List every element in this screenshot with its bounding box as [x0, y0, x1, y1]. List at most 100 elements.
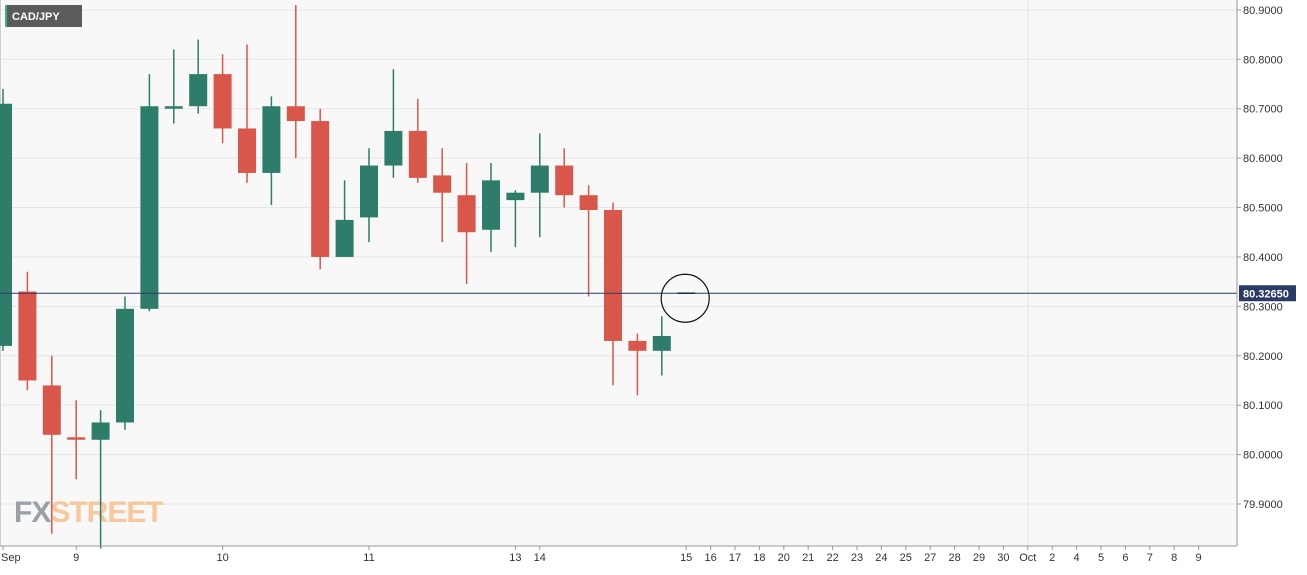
candle[interactable]	[116, 296, 134, 430]
candle-body-up	[116, 308, 134, 423]
candle[interactable]	[628, 333, 647, 396]
x-tick-label: 13	[509, 552, 521, 564]
x-tick-label: Oct	[1019, 552, 1036, 564]
candle[interactable]	[604, 202, 622, 386]
candle-body-up	[262, 106, 281, 173]
candle[interactable]	[579, 185, 598, 297]
x-tick-label: 11	[363, 552, 374, 564]
y-tick-label: 80.0000	[1243, 450, 1283, 462]
candle-body-up	[652, 336, 671, 351]
y-tick-label: 80.8000	[1243, 54, 1283, 66]
candle[interactable]	[433, 148, 452, 243]
x-tick-label: 6	[1122, 552, 1128, 564]
x-tick-label: 25	[900, 552, 912, 564]
y-tick-label: 80.5000	[1243, 203, 1283, 215]
x-tick-label: 4	[1074, 552, 1080, 564]
candle-body-down	[67, 437, 86, 440]
candle[interactable]	[335, 180, 354, 257]
candle[interactable]	[311, 108, 330, 270]
y-tick-label: 80.6000	[1243, 153, 1283, 165]
x-tick-label: 18	[753, 552, 765, 564]
candle[interactable]	[238, 44, 256, 183]
candle-body-up	[482, 180, 500, 230]
x-tick-label: Sep	[1, 552, 21, 564]
candle-body-down	[579, 195, 598, 210]
candle[interactable]	[360, 148, 378, 243]
x-tick-label: 9	[1196, 552, 1202, 564]
candle[interactable]	[18, 271, 37, 391]
candle-body-up	[360, 165, 378, 218]
candle[interactable]	[652, 316, 671, 376]
candle-body-down	[213, 74, 232, 129]
x-tick-label: 28	[948, 552, 960, 564]
chart-symbol-label: CAD/JPY	[12, 11, 60, 23]
y-tick-label: 80.4000	[1243, 252, 1283, 264]
candle-body-up	[164, 106, 183, 109]
candle-body-up	[506, 192, 525, 201]
current-price-badge	[1239, 285, 1296, 302]
candle-body-down	[238, 128, 256, 173]
candle-body-up	[530, 165, 549, 193]
candle[interactable]	[0, 88, 12, 351]
candle-body-down	[311, 121, 330, 257]
candle-body-down	[457, 195, 476, 233]
candle[interactable]	[384, 69, 403, 178]
x-tick-label: 2	[1049, 552, 1055, 564]
candle[interactable]	[457, 163, 476, 285]
x-tick-label: 21	[802, 552, 814, 564]
candle[interactable]	[42, 355, 61, 534]
candle-body-up	[0, 103, 12, 346]
candle-body-down	[408, 130, 427, 178]
candle[interactable]	[530, 133, 549, 238]
x-tick-label: 23	[851, 552, 863, 564]
candle-body-up	[335, 219, 354, 257]
y-tick-label: 80.9000	[1243, 5, 1283, 17]
x-tick-label: 8	[1171, 552, 1177, 564]
x-tick-label: 15	[680, 552, 692, 564]
x-tick-label: 5	[1098, 552, 1104, 564]
x-tick-label: 17	[729, 552, 741, 564]
x-tick-label: 10	[216, 552, 228, 564]
candle[interactable]	[555, 148, 574, 208]
y-tick-label: 79.9000	[1243, 499, 1283, 511]
y-tick-label: 80.1000	[1243, 400, 1283, 412]
x-tick-label: 22	[826, 552, 838, 564]
candle[interactable]	[164, 49, 183, 124]
candle-body-up	[91, 422, 110, 440]
candle-body-down	[604, 210, 622, 341]
candle[interactable]	[189, 39, 208, 114]
x-tick-label: 27	[924, 552, 936, 564]
candle[interactable]	[506, 190, 525, 248]
x-tick-label: 29	[973, 552, 985, 564]
x-tick-label: 7	[1147, 552, 1153, 564]
y-tick-label: 80.2000	[1243, 351, 1283, 363]
candle[interactable]	[91, 410, 110, 549]
x-tick-label: 30	[997, 552, 1009, 564]
y-tick-label: 80.3000	[1243, 301, 1283, 313]
candle[interactable]	[67, 400, 86, 480]
symbol-badge	[5, 5, 82, 27]
candle[interactable]	[408, 98, 427, 183]
annotation-circle	[660, 273, 710, 323]
candle[interactable]	[286, 4, 305, 159]
symbol-badge-accent	[5, 5, 7, 27]
candle[interactable]	[140, 74, 159, 312]
x-tick-label: 9	[73, 552, 79, 564]
y-tick-label: 80.7000	[1243, 104, 1283, 116]
x-tick-label: 16	[704, 552, 716, 564]
x-tick-label: 24	[875, 552, 887, 564]
candle[interactable]	[213, 54, 232, 144]
x-tick-label: 20	[778, 552, 790, 564]
current-price-label: 80.32650	[1243, 288, 1289, 300]
candle-body-down	[42, 385, 61, 435]
candle-body-down	[433, 175, 452, 193]
fxstreet-watermark: FXSTREET	[14, 496, 163, 529]
candle-body-down	[286, 106, 305, 122]
candle[interactable]	[262, 96, 281, 206]
candle[interactable]	[482, 163, 500, 252]
candle-body-down	[628, 340, 647, 351]
candle-body-down	[555, 165, 574, 196]
candle-body-up	[384, 130, 403, 166]
